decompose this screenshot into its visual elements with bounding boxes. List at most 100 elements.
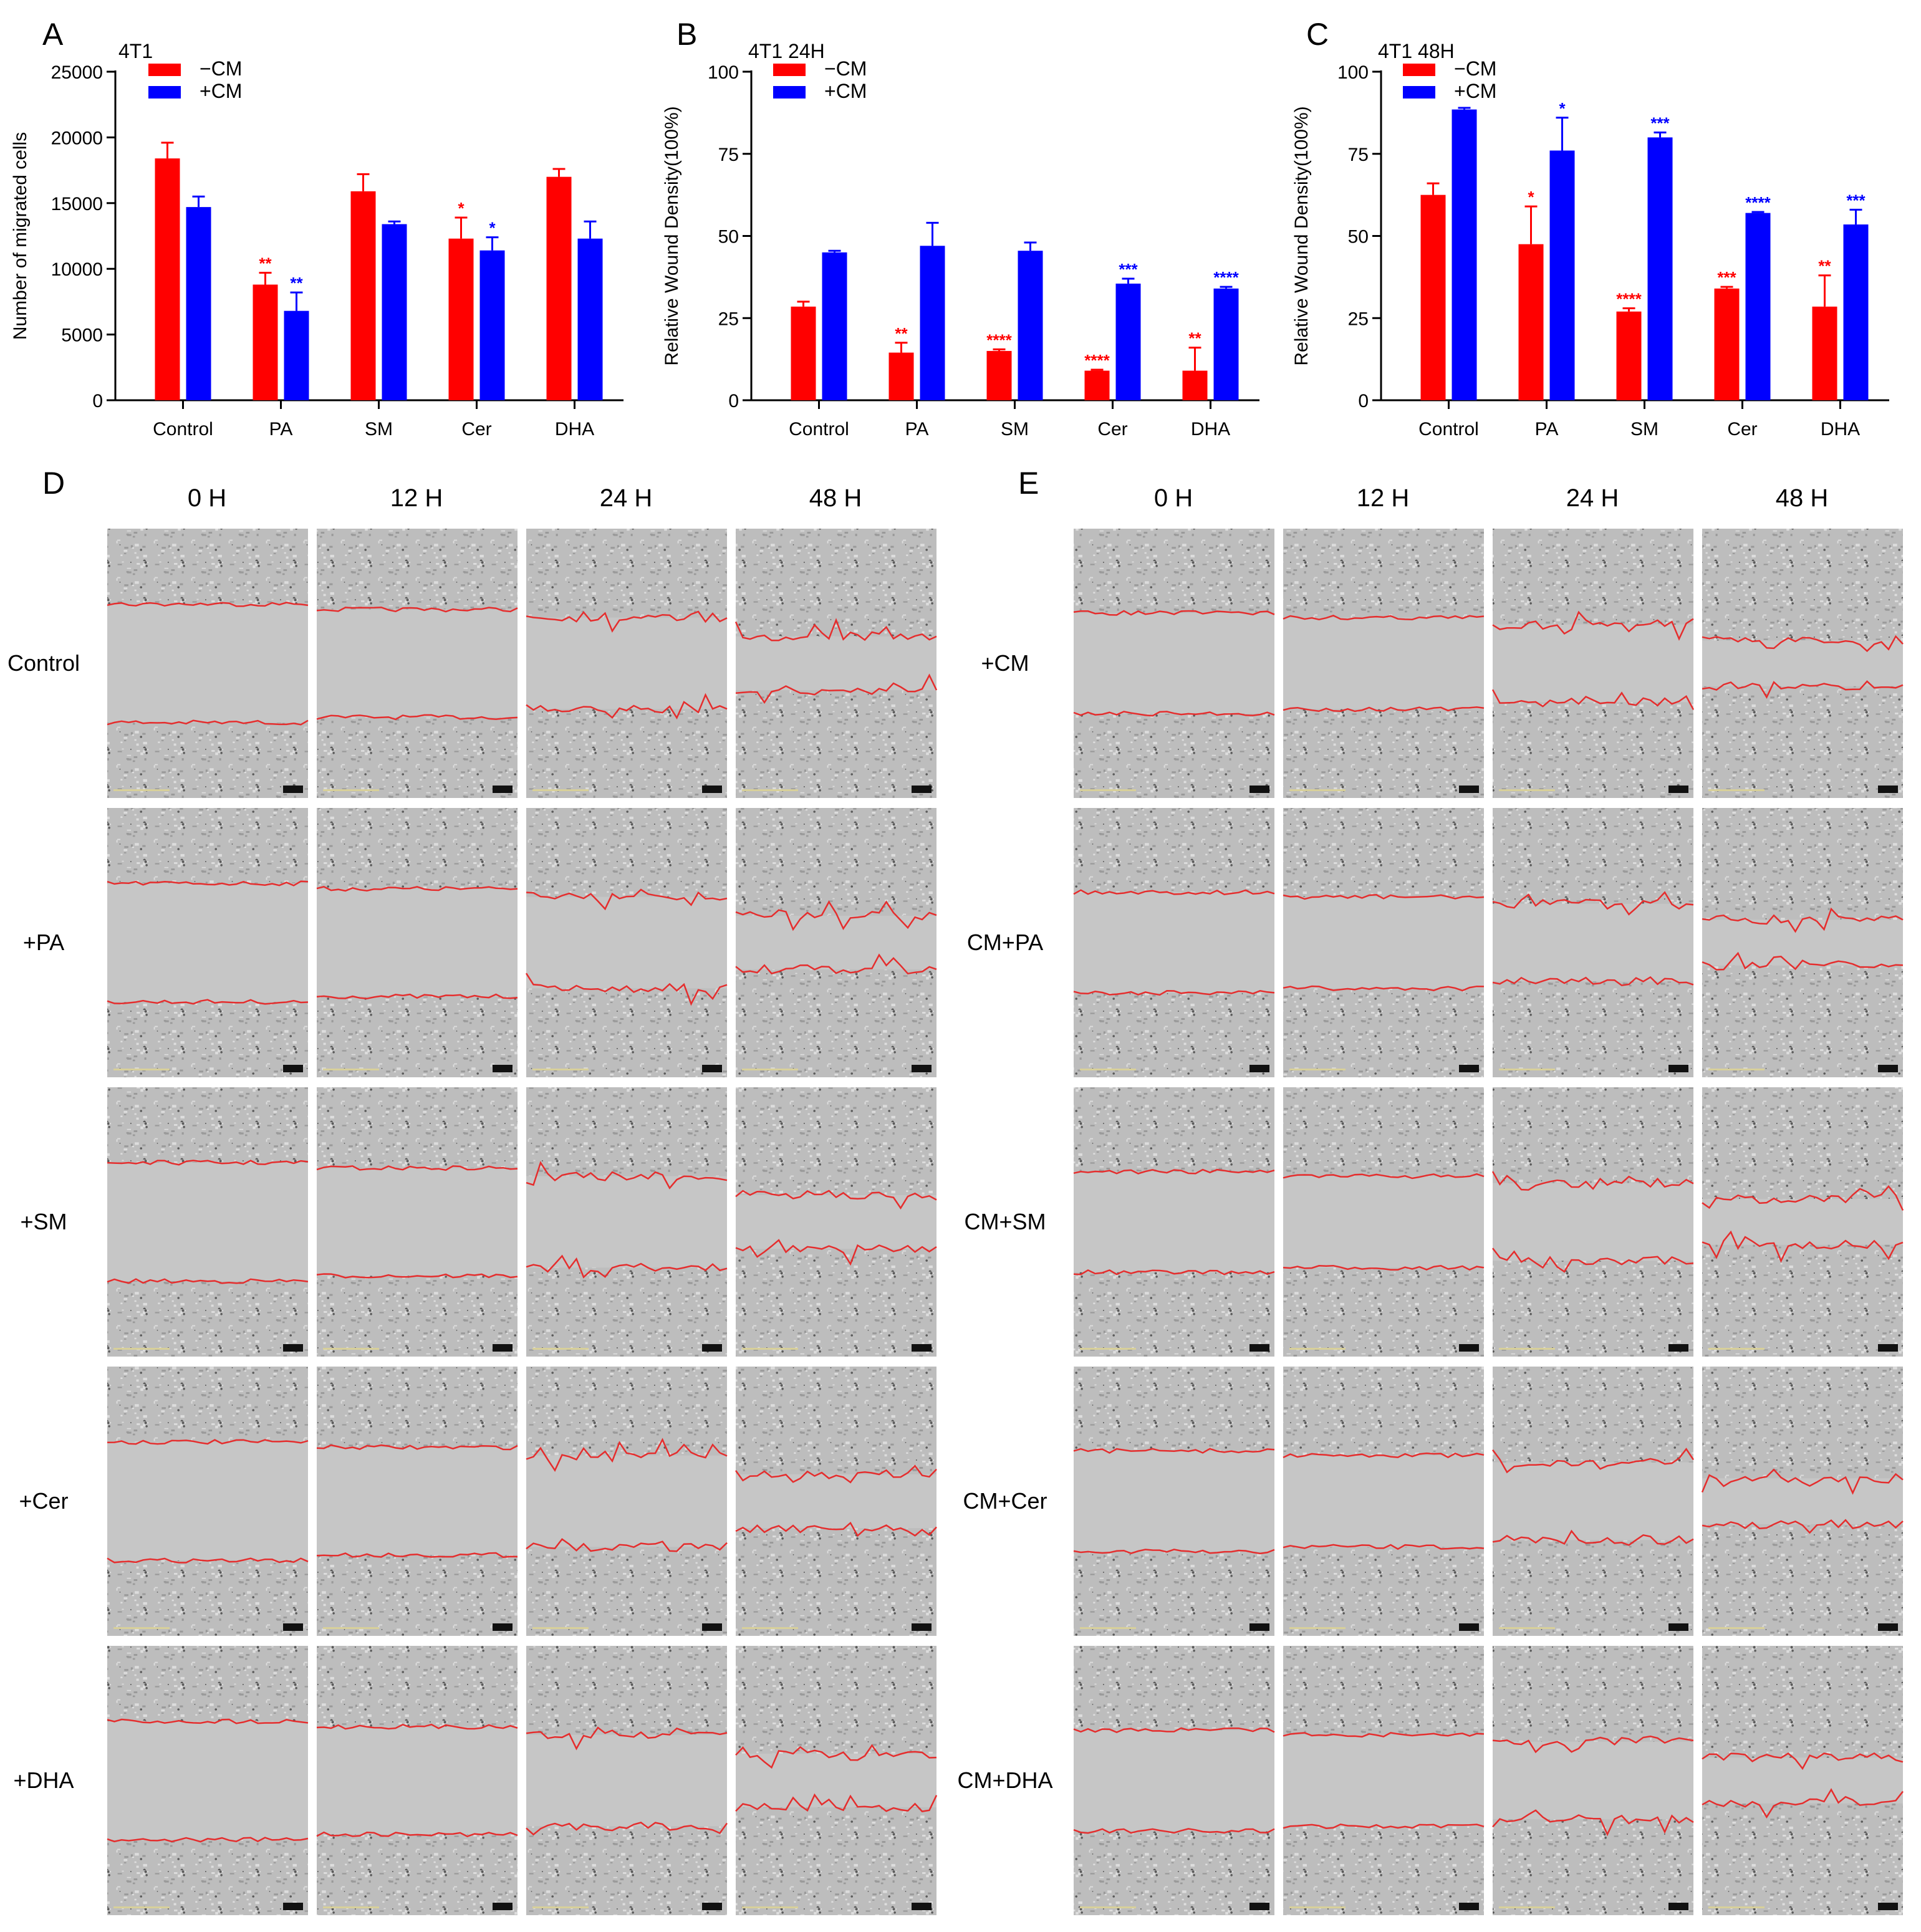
wound-gap (107, 883, 308, 1002)
scale-label-box (493, 1623, 513, 1631)
scale-label-box (912, 1623, 932, 1631)
scale-label-box (1249, 1344, 1269, 1352)
image-grid-e: E 0 H 12 H 24 H 48 H +CM CM+PA CM+SM CM+Cer CM+DH… (957, 466, 1904, 1915)
y-axis-label: Relative Wound Density(100%) (1291, 106, 1312, 365)
scale-label-box (283, 1065, 303, 1072)
y-tick-label: 0 (1358, 391, 1369, 411)
column-header: 24 H (600, 484, 653, 512)
microscopy-tile (1073, 808, 1275, 1077)
microscopy-tile (1283, 1646, 1485, 1915)
x-tick-label: Control (1418, 419, 1479, 440)
wound-edge-upper (1702, 907, 1904, 933)
scale-label-box (1878, 1623, 1898, 1631)
bar (822, 252, 847, 400)
wound-gap (1702, 920, 1903, 966)
y-tick-label: 100 (708, 62, 739, 83)
wound-gap (526, 1734, 727, 1827)
microscopy-tile (1491, 1087, 1694, 1357)
wound-edge-upper (316, 1723, 518, 1730)
wound-edge-lower (526, 1254, 728, 1279)
bar (1452, 109, 1477, 401)
microscopy-tile (316, 1367, 518, 1636)
scale-label-box (1459, 1344, 1479, 1352)
wound-edge-lower (1283, 1823, 1485, 1829)
wound-gap (1283, 1734, 1484, 1827)
scale-bar (1708, 1348, 1765, 1350)
wound-edge-lower (1283, 1544, 1485, 1550)
scale-bar (323, 789, 379, 791)
row-label: CM+DHA (957, 1767, 1052, 1793)
microscopy-tile (526, 1367, 728, 1636)
scale-bar (113, 789, 170, 791)
wound-edge-lower (316, 1273, 518, 1279)
row-label: CM+PA (967, 930, 1043, 955)
bar (1714, 288, 1740, 400)
significance-marker: ** (290, 274, 303, 292)
microscopy-tile (1702, 529, 1904, 798)
wound-edge-upper (1492, 891, 1694, 916)
bar (1518, 244, 1544, 400)
scale-bar (1499, 1069, 1555, 1070)
wound-edge-upper (316, 1444, 518, 1451)
wound-edge-upper (1073, 889, 1275, 895)
significance-marker: * (489, 219, 496, 238)
wound-edge-upper (1283, 1732, 1485, 1738)
wound-edge-upper (1283, 615, 1485, 620)
wound-edge-lower (735, 1521, 937, 1537)
scale-bar (1708, 1906, 1765, 1908)
scale-bar (1289, 1906, 1346, 1908)
scale-label-box (283, 1344, 303, 1352)
microscopy-tile (735, 1646, 938, 1915)
panel-letter-d: D (42, 466, 65, 501)
legend-swatch (1403, 86, 1435, 99)
wound-edge-upper (316, 885, 518, 892)
scale-bar (1289, 789, 1346, 791)
microscopy-tile (526, 1646, 728, 1915)
scale-label-box (1878, 1065, 1898, 1072)
bar (1084, 370, 1110, 400)
wound-edge-upper (735, 1744, 937, 1769)
scale-bar (532, 1069, 589, 1070)
microscopy-tile (1073, 1367, 1275, 1636)
significance-marker: **** (1213, 268, 1239, 287)
bar (1213, 288, 1239, 400)
wound-edge-lower (735, 953, 937, 975)
microscopy-tile (316, 529, 518, 798)
scale-label-box (283, 786, 303, 793)
wound-edge-lower (1702, 1519, 1904, 1534)
legend-label: −CM (1454, 57, 1496, 80)
scale-bar (113, 1348, 170, 1350)
scale-label-box (493, 1903, 513, 1910)
x-tick-label: SM (365, 419, 393, 440)
legend-swatch (773, 64, 806, 76)
legend-label: −CM (824, 57, 867, 80)
scale-bar (742, 1348, 798, 1350)
microscopy-tile (107, 1367, 309, 1636)
microscopy-tile (107, 1087, 309, 1357)
x-tick-label: DHA (1821, 419, 1860, 440)
bar (1115, 283, 1141, 400)
wound-edge-lower (1702, 951, 1904, 971)
wound-edge-lower (1073, 1828, 1275, 1834)
scale-bar (113, 1069, 170, 1070)
microscopy-tile (107, 529, 309, 798)
wound-edge-lower (1702, 1230, 1904, 1263)
wound-gap (317, 1726, 518, 1835)
bar (1647, 137, 1673, 400)
wound-gap (317, 888, 518, 997)
x-tick-label: Cer (1727, 419, 1757, 440)
bar (920, 246, 945, 400)
wound-gap (1074, 613, 1274, 714)
wound-edge-lower (1492, 1529, 1694, 1546)
wound-gap (1702, 640, 1903, 686)
y-tick-label: 100 (1337, 62, 1369, 83)
scale-label-box (1878, 786, 1898, 793)
significance-marker: **** (986, 330, 1012, 349)
microscopy-tile (1073, 529, 1275, 798)
bar (1420, 195, 1446, 400)
microscopy-tile (525, 808, 728, 1077)
wound-edge-lower (1492, 1809, 1694, 1837)
wound-edge-upper (1702, 1752, 1904, 1771)
significance-marker: *** (1717, 268, 1736, 287)
